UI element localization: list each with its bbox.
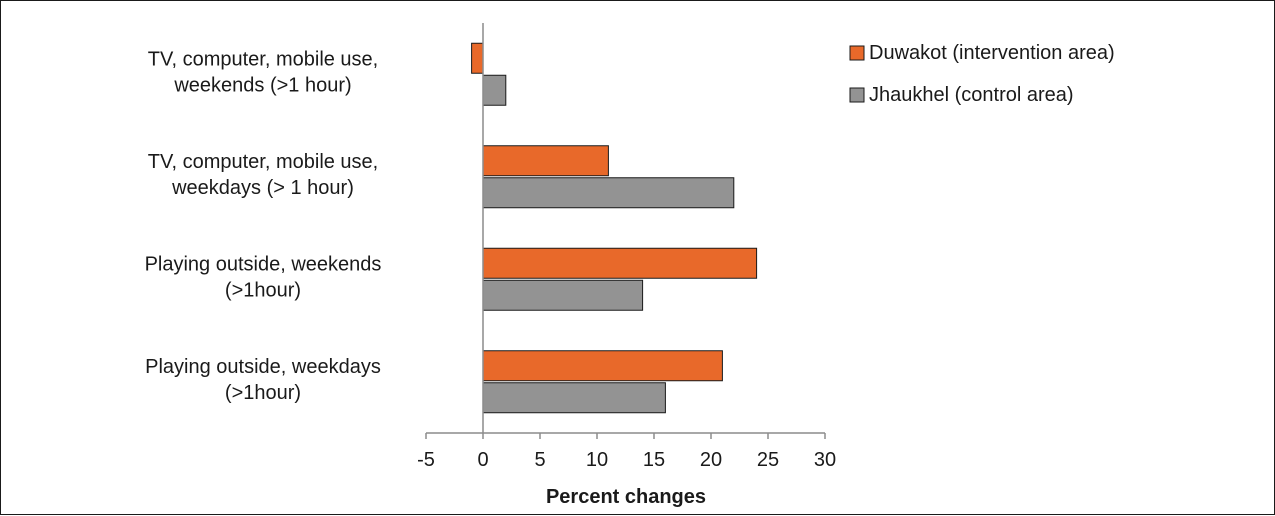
bar-jhaukhel-3 (482, 279, 644, 311)
legend-swatch-jhaukhel (849, 87, 865, 103)
bars-layer (471, 42, 758, 414)
bar-duwakot-2 (482, 145, 609, 177)
bar-duwakot-3 (482, 247, 758, 279)
category-label: TV, computer, mobile use, weekdays (> 1 h… (148, 151, 379, 199)
x-tick-label: 30 (814, 449, 836, 471)
x-tick-label: 15 (643, 449, 665, 471)
legend-swatch-duwakot (849, 45, 865, 61)
bar-duwakot-4 (482, 350, 723, 382)
legend-label-jhaukhel: Jhaukhel (control area) (869, 84, 1074, 106)
x-tick-label: 5 (534, 449, 545, 471)
legend-label-duwakot: Duwakot (intervention area) (869, 42, 1115, 64)
bar-jhaukhel-4 (482, 382, 666, 414)
category-labels: TV, computer, mobile use, weekends (>1 ho… (145, 48, 382, 404)
category-label: TV, computer, mobile use, weekends (>1 ho… (148, 48, 379, 96)
bar-jhaukhel-1 (482, 74, 507, 106)
axes-layer: -5 0 5 10 15 20 25 30 (417, 23, 836, 471)
x-tick-label: -5 (417, 449, 435, 471)
bar-jhaukhel-2 (482, 177, 735, 209)
x-tick-label: 0 (477, 449, 488, 471)
x-tick-label: 25 (757, 449, 779, 471)
category-label: Playing outside, weekends (>1hour) (145, 253, 382, 301)
bar-duwakot-1 (471, 42, 484, 74)
legend: Duwakot (intervention area) Jhaukhel (con… (849, 42, 1115, 106)
category-label: Playing outside, weekdays (>1hour) (145, 356, 381, 404)
x-tick-label: 10 (586, 449, 608, 471)
x-tick-label: 20 (700, 449, 722, 471)
x-axis-title: Percent changes (546, 486, 706, 508)
